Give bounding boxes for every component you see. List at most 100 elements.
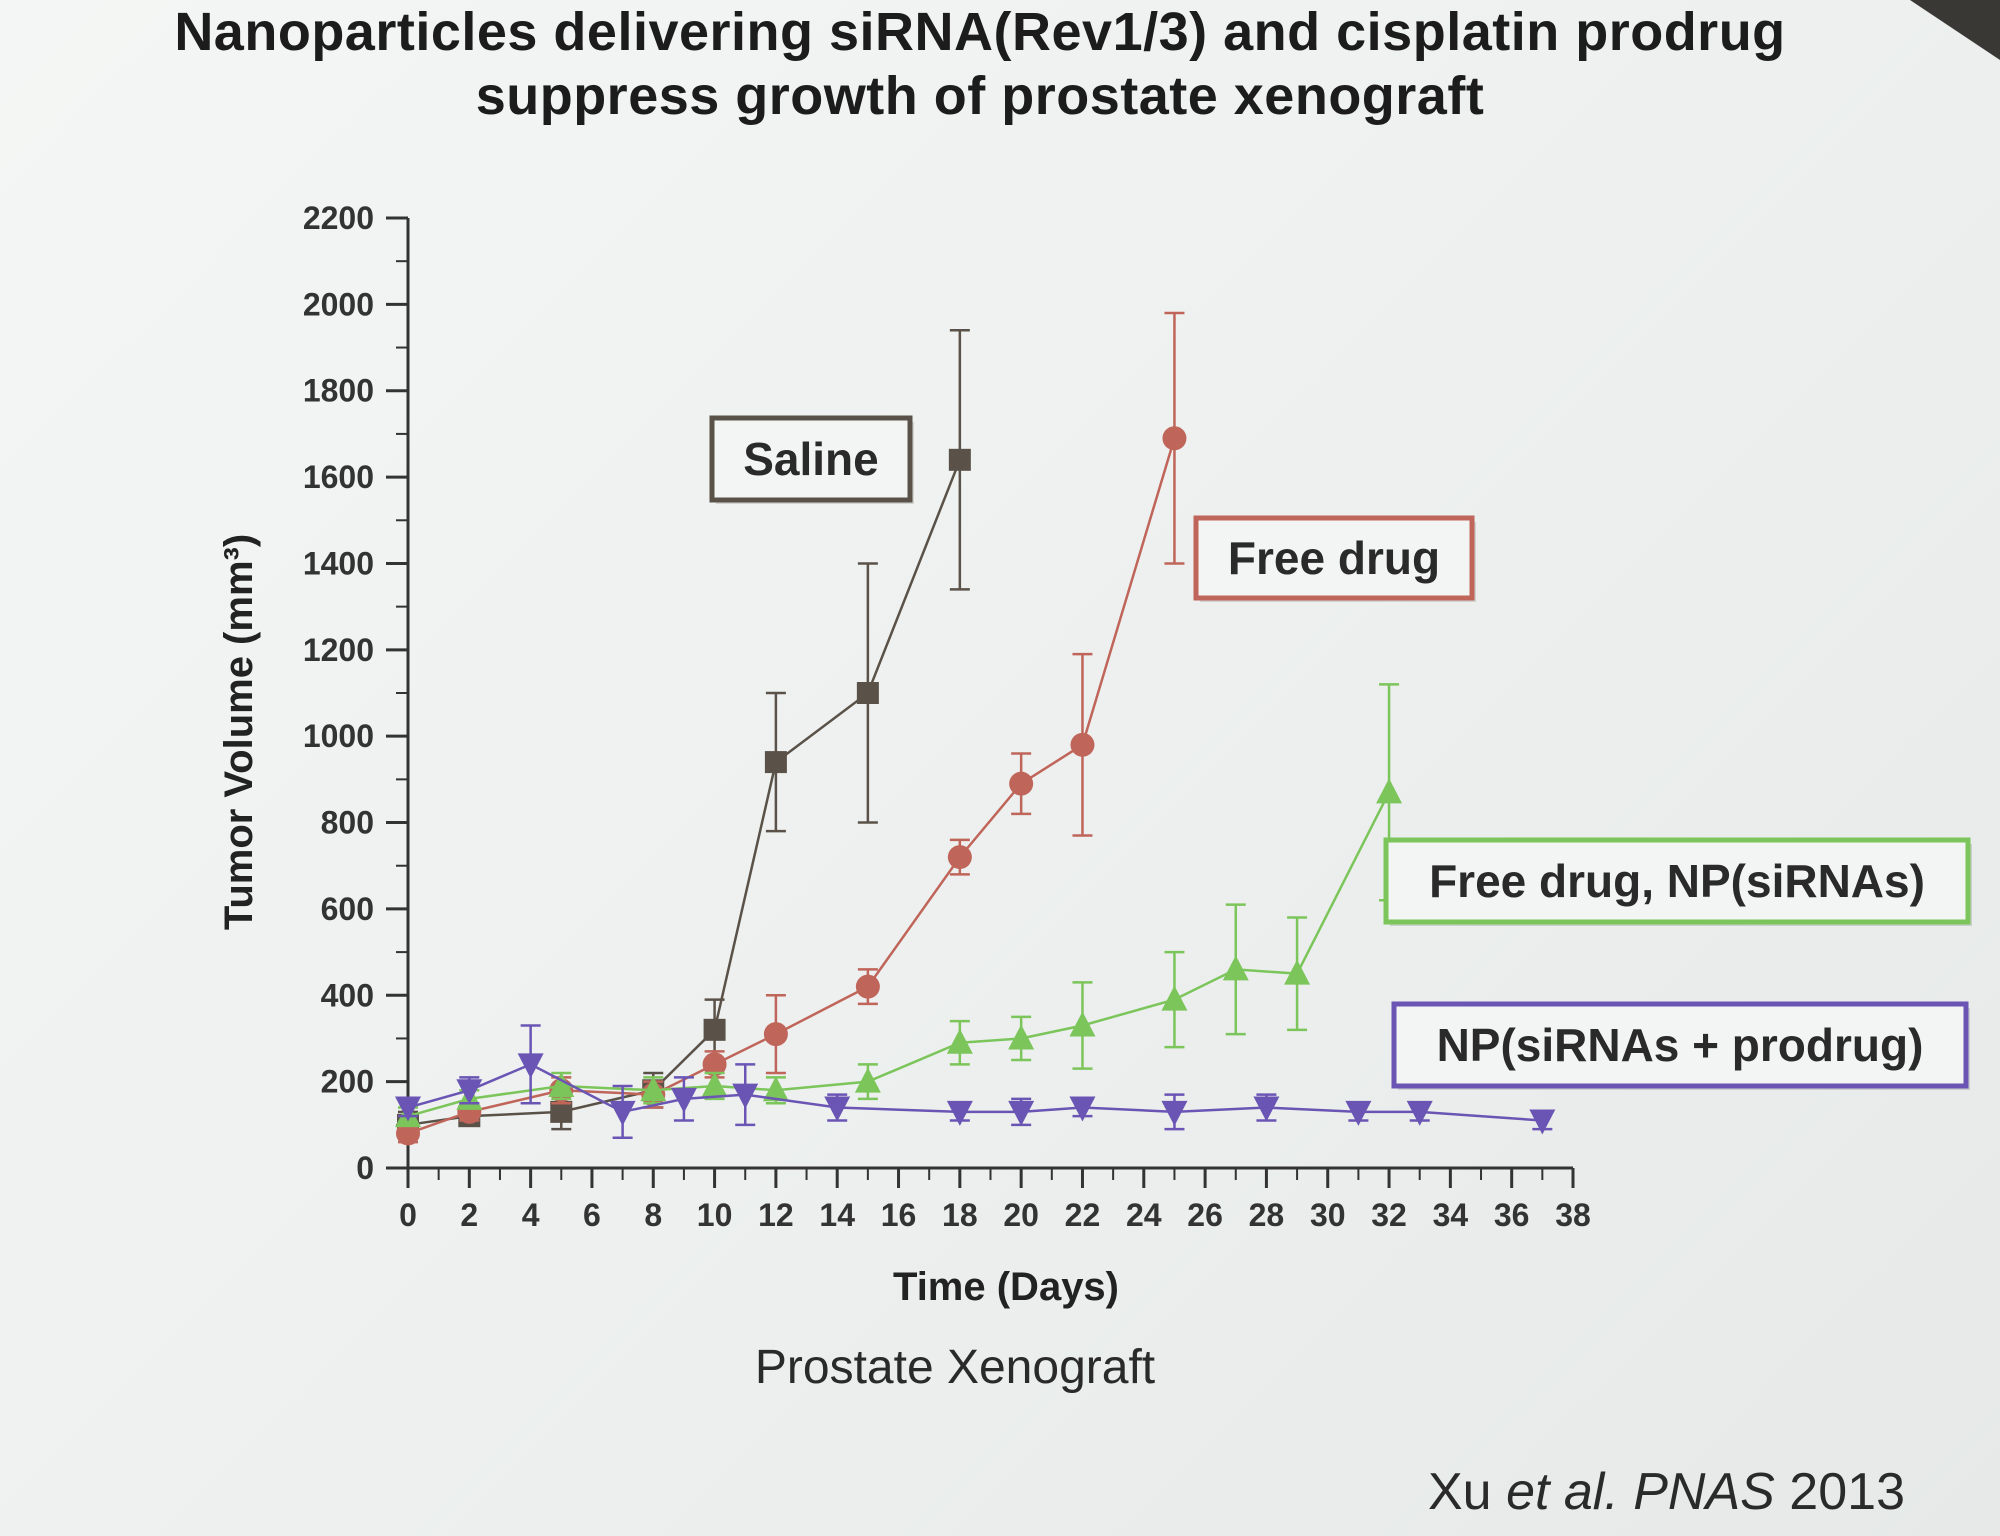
x-tick-label: 26 [1187,1197,1223,1233]
chart-series [395,311,1556,1146]
data-point [456,1079,483,1105]
x-tick-label: 30 [1310,1197,1346,1233]
y-tick-label: 1800 [303,373,374,409]
legend-label: Free drug, NP(siRNAs) [1429,855,1925,907]
data-point [855,974,880,999]
data-point [550,1100,573,1123]
data-point [1070,732,1095,757]
series-line [407,459,962,1127]
x-tick-label: 6 [583,1197,601,1233]
data-point [946,1100,973,1126]
projector-corner-shadow [1910,0,2000,60]
data-point [703,1018,726,1041]
data-point [1162,426,1187,451]
data-point [1009,771,1034,796]
data-point [517,1053,544,1079]
y-tick-label: 1600 [303,459,374,495]
data-point [1284,959,1311,985]
x-tick-label: 18 [942,1197,978,1233]
data-point [609,1100,636,1126]
legend-label: NP(siRNAs + prodrug) [1437,1019,1924,1071]
data-point [824,1096,851,1122]
legend-box-0: Saline [709,415,914,504]
y-tick-label: 600 [321,891,374,927]
x-tick-label: 34 [1433,1197,1469,1233]
data-point [947,845,972,870]
chart-subtitle-text: Prostate Xenograft [754,1341,1156,1394]
data-point [732,1083,759,1109]
data-point [1406,1100,1433,1126]
citation-authors: Xu [1428,1463,1507,1521]
data-point [702,1052,727,1077]
data-point [854,1067,881,1093]
citation-year: 2013 [1774,1463,1905,1521]
data-point [701,1071,728,1097]
citation-journal: PNAS [1618,1463,1775,1521]
y-tick-label: 400 [321,977,374,1013]
data-point [1376,778,1403,804]
legend-box-frame [1193,515,1475,601]
x-tick-label: 20 [1003,1197,1039,1233]
data-point [548,1071,575,1097]
legend-box-frame [1391,1001,1969,1089]
x-tick-label: 4 [522,1197,540,1233]
y-tick-label: 1400 [303,545,374,581]
data-point [948,448,971,471]
chart-subtitle: Prostate Xenograft [0,1340,2000,1395]
data-point [1253,1096,1280,1122]
x-tick-label: 2 [460,1197,478,1233]
data-point [1008,1100,1035,1126]
data-point [1161,1100,1188,1126]
data-point [762,1076,789,1102]
y-tick-label: 2000 [303,286,374,322]
x-tick-label: 8 [644,1197,662,1233]
x-tick-label: 10 [697,1197,733,1233]
data-point [1069,1096,1096,1122]
x-axis-title: Time (Days) [893,1265,1119,1309]
y-tick-label: 2200 [303,200,374,236]
x-tick-label: 32 [1371,1197,1407,1233]
data-point [396,1121,420,1146]
chart-legend: Saline Free drug Free drug, NP(siRNAs) NP(s… [709,415,1972,1090]
x-tick-label: 22 [1065,1197,1101,1233]
x-tick-label: 14 [819,1197,855,1233]
data-point [640,1076,667,1102]
data-point [395,1096,421,1122]
data-point [1345,1100,1372,1126]
data-point [1161,985,1188,1011]
x-tick-label: 36 [1494,1197,1530,1233]
data-point [670,1087,697,1113]
x-tick-label: 0 [399,1197,417,1233]
citation-etal: et al. [1506,1463,1619,1521]
legend-label: Free drug [1228,532,1440,584]
chart-axes: 0200400600800100012001400160018002000220… [303,200,1591,1233]
legend-box-3: NP(siRNAs + prodrug) [1391,1001,1970,1090]
data-point [1222,955,1249,981]
legend-box-2: Free drug, NP(siRNAs) [1383,837,1972,926]
x-tick-label: 16 [881,1197,917,1233]
y-tick-label: 0 [356,1150,374,1186]
series-line [407,1062,1543,1122]
x-tick-label: 24 [1126,1197,1162,1233]
slide-title: Nanoparticles delivering siRNA(Rev1/3) a… [174,2,1786,126]
series-line [407,791,1391,1118]
legend-label: Saline [743,433,879,485]
y-tick-label: 1000 [303,718,374,754]
legend-box-1: Free drug [1193,515,1476,602]
data-point [1008,1024,1035,1050]
series-3 [395,1024,1556,1140]
series-2 [395,683,1403,1128]
data-point [1069,1011,1096,1037]
y-tick-label: 200 [321,1064,374,1100]
data-point [1529,1109,1556,1135]
data-point [856,682,879,704]
x-tick-label: 38 [1555,1197,1591,1233]
y-axis-title: Tumor Volume (mm³) [217,534,261,930]
legend-box-frame [709,415,913,503]
data-point [764,751,787,774]
data-point [763,1022,788,1047]
x-tick-label: 12 [758,1197,794,1233]
y-tick-label: 1200 [303,632,374,668]
